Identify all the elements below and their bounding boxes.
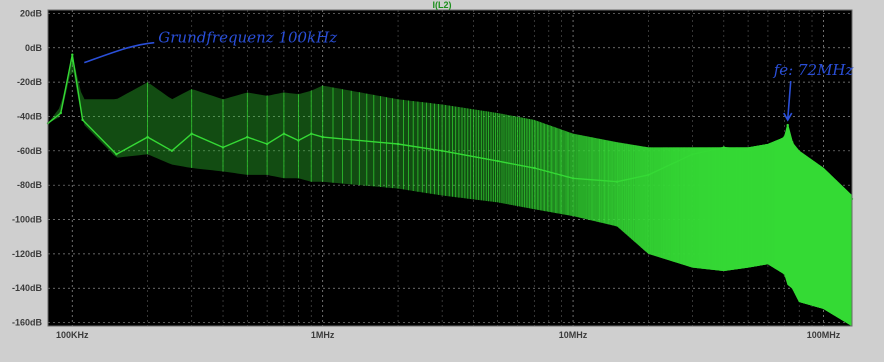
data-point bbox=[310, 132, 313, 135]
series-envelope-band bbox=[48, 60, 852, 327]
data-point bbox=[746, 149, 750, 152]
data-point bbox=[221, 146, 225, 149]
data-point bbox=[440, 149, 444, 152]
data-point bbox=[282, 132, 286, 135]
data-point bbox=[246, 135, 249, 139]
axis-layer: 20dB 0dB -20dB -40dB -60dB -80dB -100dB -120dB -… bbox=[12, 8, 853, 340]
data-point bbox=[533, 166, 536, 170]
data-point bbox=[691, 153, 694, 156]
data-point bbox=[396, 142, 400, 146]
x-tick-label: 10MHz bbox=[559, 330, 588, 340]
data-point bbox=[71, 53, 74, 56]
data-point bbox=[647, 173, 650, 177]
data-point bbox=[496, 159, 499, 163]
y-tick-label: -120dB bbox=[12, 249, 43, 259]
plot-border bbox=[47, 9, 853, 327]
y-tick-label: -100dB bbox=[12, 215, 43, 225]
data-point bbox=[822, 170, 825, 173]
data-point bbox=[81, 118, 84, 122]
x-tick-label: 1MHz bbox=[311, 330, 335, 340]
annotation-text: fe: 72MHz bbox=[773, 61, 854, 79]
y-tick-label: -140dB bbox=[12, 283, 43, 293]
chart-title: I(L2) bbox=[433, 0, 452, 10]
data-point bbox=[616, 180, 619, 183]
annotation-text: Grundfrequenz 100kHz bbox=[158, 29, 337, 47]
data-point bbox=[146, 135, 149, 139]
data-point bbox=[297, 139, 300, 142]
data-point bbox=[798, 153, 801, 156]
series-layer bbox=[46, 53, 854, 327]
data-point bbox=[170, 149, 174, 152]
series-line bbox=[47, 54, 853, 200]
data-point bbox=[190, 132, 193, 135]
data-point bbox=[59, 111, 62, 115]
y-tick-label: -80dB bbox=[17, 180, 43, 190]
y-tick-label: -160dB bbox=[12, 318, 43, 328]
x-tick-label: 100KHz bbox=[56, 330, 89, 340]
y-tick-label: -40dB bbox=[17, 111, 43, 121]
data-point bbox=[783, 135, 786, 139]
y-tick-label: 0dB bbox=[25, 43, 43, 53]
annotation-layer: Grundfrequenz 100kHz fe: 72MHz bbox=[83, 29, 854, 122]
data-point bbox=[766, 146, 770, 149]
annotation-pointer bbox=[83, 41, 155, 64]
annotation-arrow bbox=[783, 81, 793, 122]
data-point bbox=[115, 153, 118, 156]
data-point bbox=[265, 142, 269, 146]
data-point bbox=[571, 177, 575, 180]
y-tick-label: -60dB bbox=[17, 146, 43, 156]
y-tick-label: 20dB bbox=[20, 8, 43, 18]
data-point bbox=[786, 123, 789, 127]
x-tick-label: 100MHz bbox=[807, 330, 841, 340]
data-point bbox=[722, 146, 725, 149]
data-point bbox=[791, 141, 794, 144]
data-point bbox=[321, 135, 324, 139]
y-tick-label: -20dB bbox=[17, 77, 43, 87]
